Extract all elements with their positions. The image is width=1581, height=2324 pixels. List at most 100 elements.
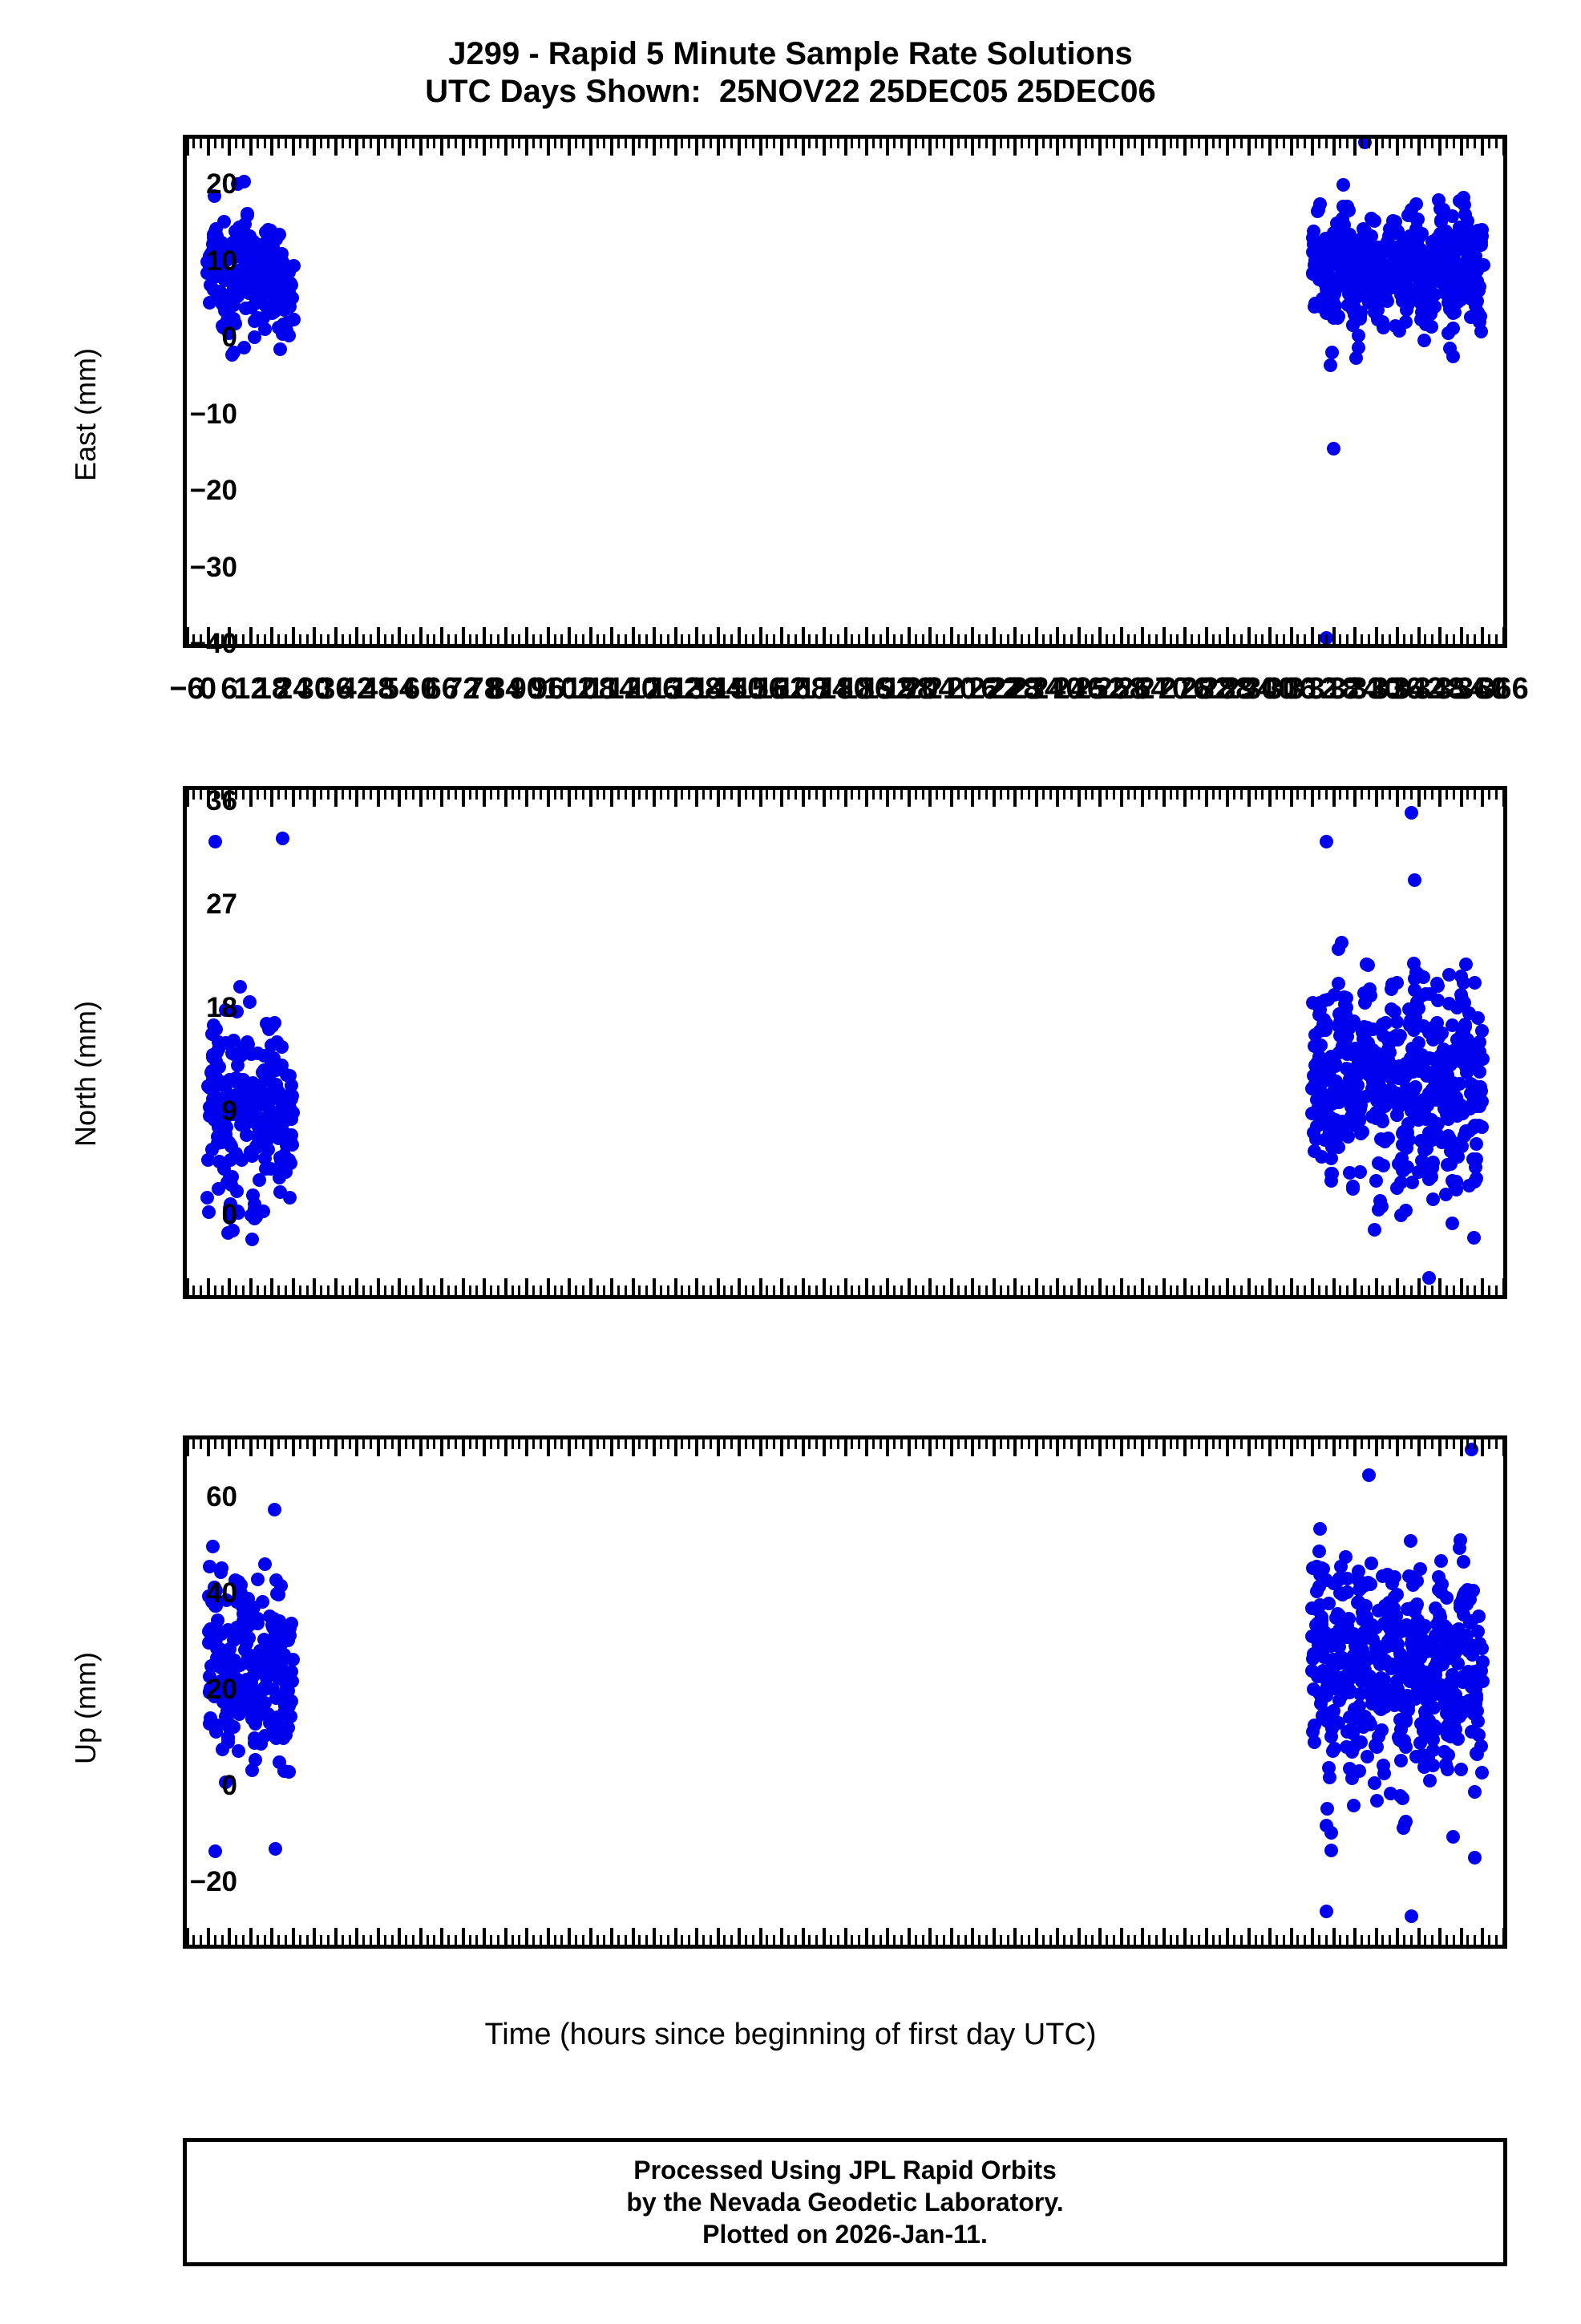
x-tick-minor-top	[688, 790, 691, 800]
data-point	[1369, 1739, 1384, 1754]
x-tick-major-top	[928, 1439, 932, 1456]
x-tick-minor-top	[575, 790, 578, 800]
x-tick-major-top	[843, 1439, 847, 1456]
x-tick-minor-top	[985, 790, 989, 800]
x-tick-minor	[1276, 1285, 1278, 1295]
x-tick-major	[206, 1928, 210, 1945]
x-tick-minor	[596, 1935, 599, 1945]
caption-line-3: Plotted on 2026-Jan-11.	[702, 2220, 988, 2249]
data-point	[1451, 1732, 1466, 1747]
x-tick-minor-top	[914, 790, 917, 800]
x-tick-minor	[871, 634, 875, 644]
x-tick-minor	[285, 1285, 288, 1295]
x-tick-minor	[1466, 634, 1470, 644]
x-tick-minor-top	[1367, 790, 1370, 800]
x-tick-minor-top	[511, 790, 514, 800]
x-tick-minor-top	[1176, 1439, 1179, 1449]
x-tick-major	[653, 1928, 657, 1945]
x-tick-major-top	[1077, 1439, 1081, 1456]
title-line-2: UTC Days Shown: 25NOV22 25DEC05 25DEC06	[425, 74, 1156, 109]
x-tick-minor-top	[1028, 1439, 1031, 1449]
x-tick-major-top	[1289, 790, 1293, 807]
x-tick-minor-top	[914, 1439, 917, 1449]
x-tick-minor-top	[723, 1439, 726, 1449]
x-tick-minor	[1445, 634, 1448, 644]
x-tick-minor	[786, 1935, 790, 1945]
x-tick-major-top	[334, 790, 338, 807]
data-point	[1368, 1222, 1382, 1237]
x-tick-minor-top	[1084, 139, 1087, 148]
x-tick-minor-top	[1261, 1439, 1264, 1449]
x-tick-minor	[1106, 634, 1109, 644]
data-point	[1356, 1124, 1370, 1139]
x-tick-minor-top	[1148, 1439, 1151, 1449]
x-tick-minor-top	[511, 1439, 514, 1449]
x-tick-minor	[1431, 1935, 1434, 1945]
x-tick-minor	[242, 634, 245, 644]
x-tick-major	[864, 1928, 868, 1945]
x-tick-major	[249, 1928, 253, 1945]
x-tick-minor-top	[638, 790, 641, 800]
x-tick-minor	[851, 634, 854, 644]
x-tick-minor	[730, 634, 734, 644]
data-point-outlier	[1421, 1271, 1436, 1285]
x-tick-minor	[1367, 1935, 1370, 1945]
x-tick-minor	[596, 1285, 599, 1295]
x-tick-major-top	[1353, 1439, 1357, 1456]
x-tick-major	[334, 1928, 338, 1945]
data-point	[285, 1674, 300, 1688]
data-point	[1475, 1765, 1490, 1779]
x-tick-minor	[858, 1935, 861, 1945]
x-tick-minor	[256, 1935, 259, 1945]
x-tick-major	[334, 1278, 338, 1295]
data-point	[205, 1539, 220, 1553]
x-tick-minor-top	[1494, 1439, 1498, 1449]
x-tick-minor	[475, 1285, 479, 1295]
x-tick-minor-top	[1494, 139, 1498, 148]
x-tick-minor	[383, 1935, 386, 1945]
x-tick-major-top	[1034, 790, 1038, 807]
x-tick-major	[1119, 1928, 1123, 1945]
x-tick-minor-top	[256, 790, 259, 800]
data-point	[1347, 1798, 1361, 1812]
x-tick-minor-top	[964, 139, 967, 148]
x-tick-major	[503, 627, 507, 644]
x-tick-major	[313, 1278, 317, 1295]
x-tick-minor-top	[447, 139, 451, 148]
x-tick-minor-top	[1049, 790, 1052, 800]
x-tick-minor	[1112, 1935, 1115, 1945]
data-point	[1312, 203, 1326, 217]
x-tick-minor	[405, 634, 408, 644]
x-tick-minor	[815, 634, 819, 644]
x-tick-major	[716, 1278, 720, 1295]
x-tick-major	[1268, 1278, 1272, 1295]
x-tick-major	[1056, 1928, 1060, 1945]
x-tick-major	[525, 1278, 529, 1295]
data-point	[1442, 968, 1456, 982]
x-tick-minor-top	[263, 1439, 266, 1449]
x-tick-minor-top	[1169, 1439, 1172, 1449]
x-tick-minor-top	[553, 790, 556, 800]
data-point	[1454, 1762, 1468, 1776]
x-tick-major-top	[398, 790, 402, 807]
x-tick-major	[610, 1928, 614, 1945]
x-tick-major	[992, 1928, 996, 1945]
x-tick-major	[1247, 627, 1251, 644]
x-tick-minor	[1041, 1285, 1045, 1295]
x-tick-major-top	[503, 1439, 507, 1456]
caption-box: Processed Using JPL Rapid Orbits by the …	[183, 2138, 1507, 2266]
x-tick-major-top	[716, 139, 720, 156]
x-tick-minor-top	[786, 139, 790, 148]
data-point	[273, 342, 288, 357]
x-tick-minor-top	[956, 1439, 960, 1449]
x-tick-minor-top	[879, 790, 882, 800]
x-tick-major-top	[992, 1439, 996, 1456]
data-point	[1470, 1714, 1485, 1728]
x-tick-minor	[1021, 1935, 1024, 1945]
data-point	[1474, 237, 1489, 252]
x-tick-minor	[1402, 1935, 1405, 1945]
x-tick-minor-top	[370, 790, 373, 800]
x-tick-minor	[1063, 1935, 1066, 1945]
x-tick-major	[971, 1928, 975, 1945]
x-tick-minor-top	[468, 1439, 471, 1449]
